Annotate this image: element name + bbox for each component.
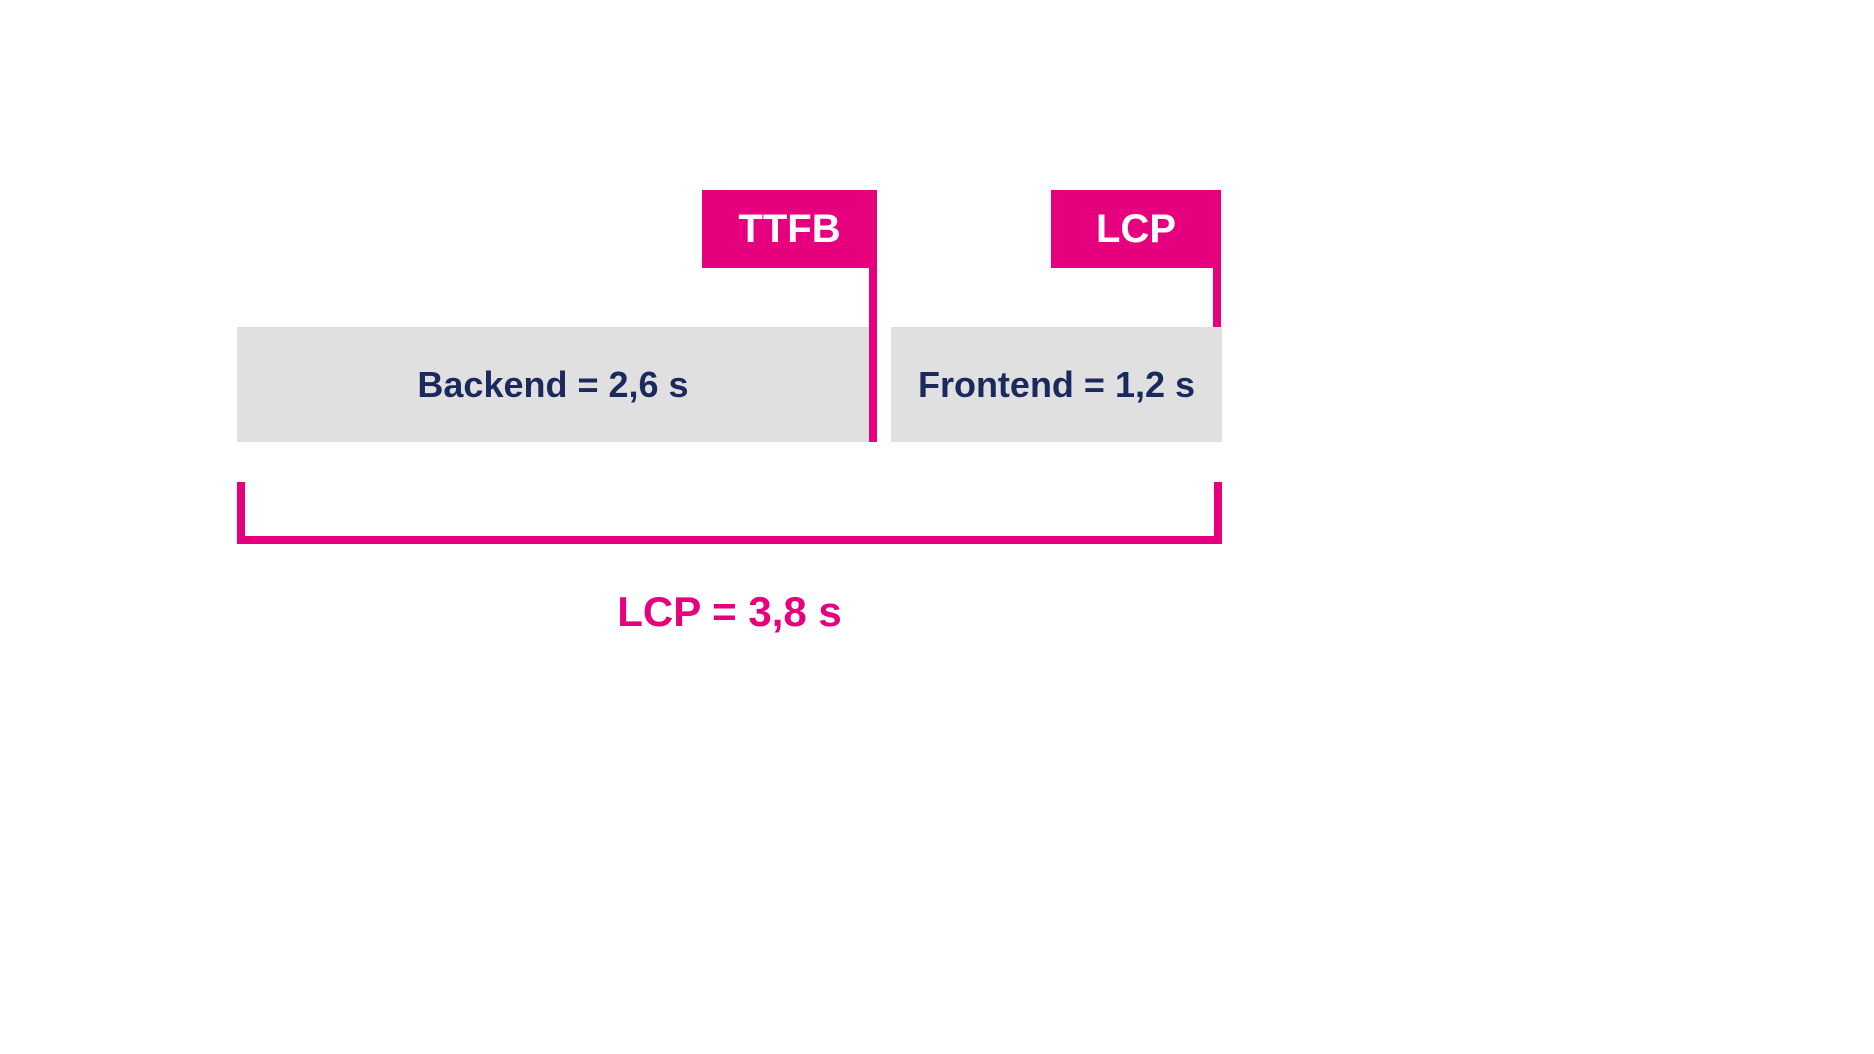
bracket-bottom (237, 536, 1222, 544)
bracket-right (1214, 482, 1222, 544)
timeline-bars: Backend = 2,6 s Frontend = 1,2 s (237, 327, 1222, 442)
lcp-flag: LCP (1051, 190, 1221, 268)
ttfb-flag: TTFB (702, 190, 877, 268)
bracket-left (237, 482, 245, 544)
ttfb-flag-label: TTFB (738, 207, 840, 252)
backend-bar: Backend = 2,6 s (237, 327, 869, 442)
lcp-flag-label: LCP (1096, 207, 1176, 252)
backend-bar-label: Backend = 2,6 s (417, 364, 688, 406)
total-bracket (237, 482, 1222, 544)
frontend-bar-label: Frontend = 1,2 s (918, 364, 1195, 406)
frontend-bar: Frontend = 1,2 s (891, 327, 1222, 442)
total-label-text: LCP = 3,8 s (617, 588, 842, 635)
total-label: LCP = 3,8 s (237, 588, 1222, 636)
